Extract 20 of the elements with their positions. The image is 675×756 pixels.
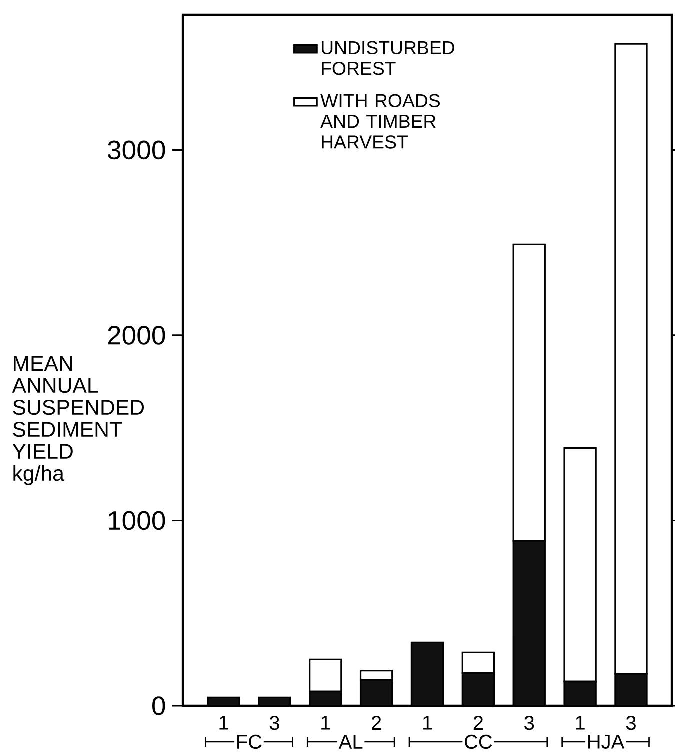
x-tick-label: 2 (474, 716, 483, 730)
y-tick-label: 1000 (108, 511, 166, 530)
x-tick-label: 3 (626, 716, 636, 730)
x-tick-label: 1 (576, 716, 585, 730)
legend-label: UNDISTURBED FOREST (322, 41, 454, 76)
x-tick-label: 3 (270, 716, 280, 730)
x-tick-label: 3 (524, 716, 534, 730)
text: AL (338, 735, 363, 749)
text: HJA (588, 735, 625, 749)
text: FC (238, 734, 262, 750)
y-axis-title: MEAN ANNUAL SUSPENDED SEDIMENT YIELD kg/ha (12, 356, 144, 486)
x-tick-label: 1 (423, 716, 432, 730)
y-tick-label: 2000 (108, 326, 166, 345)
legend-label: WITH ROADS AND TIMBER HARVEST (320, 94, 440, 149)
y-tick-label: 3000 (108, 140, 166, 160)
text: CC (465, 734, 492, 750)
x-tick-label: 1 (322, 716, 330, 730)
x-tick-label: 1 (220, 716, 228, 730)
x-tick-label: 2 (372, 716, 382, 730)
y-tick-label: 0 (152, 696, 166, 716)
